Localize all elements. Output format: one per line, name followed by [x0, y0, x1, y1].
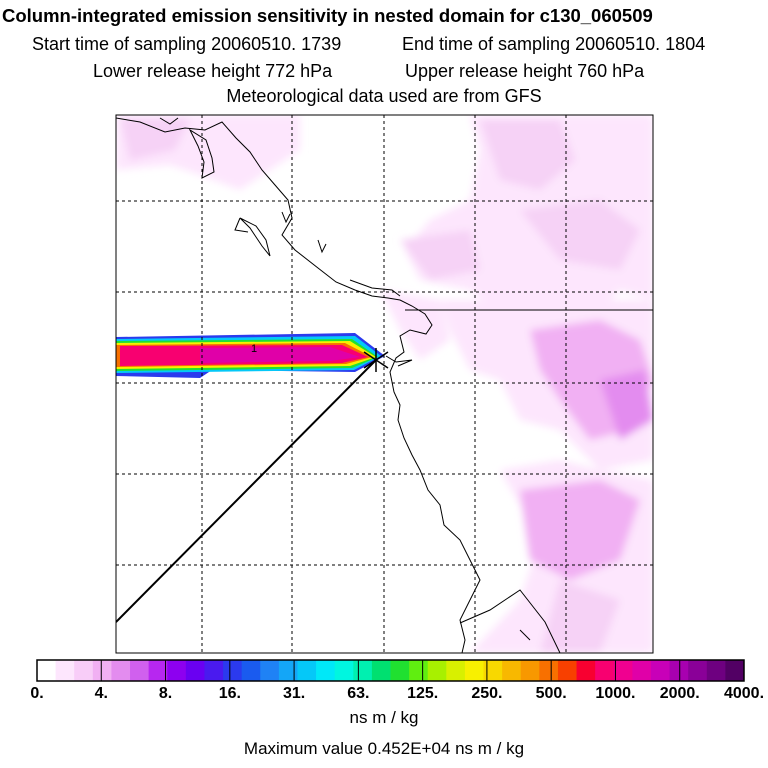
- colorbar-swatch: [539, 660, 559, 681]
- colorbar-swatch: [650, 660, 671, 681]
- colorbar-swatch: [74, 660, 94, 681]
- colorbar-swatch: [204, 660, 224, 681]
- sensitivity-field: [116, 115, 653, 653]
- colorbar-swatch: [185, 660, 205, 681]
- colorbar: 0. 4. 8. 16. 31. 63. 125. 250. 500. 1000. 2000. 400…: [30, 659, 764, 700]
- colorbar-swatch: [371, 660, 391, 681]
- max-value-label: Maximum value 0.452E+04 ns m / kg: [243, 739, 525, 758]
- colorbar-swatch: [446, 660, 466, 681]
- colorbar-swatch: [316, 660, 336, 681]
- upper-release-label: Upper release height 760 hPa: [405, 61, 645, 81]
- colorbar-swatch: [557, 660, 578, 681]
- colorbar-swatch: [167, 660, 187, 681]
- colorbar-swatch: [130, 660, 150, 681]
- colorbar-units: ns m / kg: [349, 708, 419, 727]
- sensitivity-map: 1: [115, 114, 654, 654]
- chart-title: Column-integrated emission sensitivity i…: [2, 5, 653, 26]
- colorbar-swatch: [353, 660, 373, 681]
- colorbar-tick-label: 63.: [347, 685, 369, 700]
- colorbar-swatch: [92, 660, 112, 681]
- end-time-label: End time of sampling 20060510. 1804: [402, 34, 706, 54]
- marker-label: 1: [251, 343, 257, 355]
- colorbar-swatch: [278, 660, 298, 681]
- high-sensitivity-plume: [116, 333, 385, 378]
- colorbar-swatch: [576, 660, 596, 681]
- colorbar-swatch: [55, 660, 75, 681]
- colorbar-swatch: [520, 660, 540, 681]
- start-time-label: Start time of sampling 20060510. 1739: [32, 34, 342, 54]
- colorbar-swatch: [334, 660, 354, 681]
- colorbar-tick-label: 125.: [407, 685, 438, 700]
- colorbar-swatch: [223, 660, 243, 681]
- colorbar-tick-label: 31.: [283, 685, 305, 700]
- colorbar-swatch: [613, 660, 633, 681]
- colorbar-tick-label: 500.: [536, 685, 567, 700]
- met-data-label: Meteorological data used are from GFS: [226, 86, 542, 106]
- colorbar-swatch: [409, 660, 429, 681]
- colorbar-swatch: [502, 660, 522, 681]
- colorbar-swatch: [297, 660, 317, 681]
- colorbar-swatch: [241, 660, 261, 681]
- colorbar-tick-label: 4.: [95, 685, 108, 700]
- colorbar-swatch: [37, 660, 57, 681]
- colorbar-swatch: [390, 660, 410, 681]
- colorbar-swatch: [427, 660, 447, 681]
- colorbar-swatch: [260, 660, 280, 681]
- colorbar-swatch: [464, 660, 485, 681]
- colorbar-tick-label: 4000.: [724, 685, 764, 700]
- colorbar-swatch: [669, 660, 689, 681]
- colorbar-tick-label: 1000.: [595, 685, 635, 700]
- colorbar-swatch: [148, 660, 168, 681]
- colorbar-tick-label: 2000.: [660, 685, 700, 700]
- colorbar-tick-label: 8.: [159, 685, 172, 700]
- coastline: [116, 117, 561, 653]
- colorbar-swatch: [688, 660, 708, 681]
- colorbar-swatch: [111, 660, 131, 681]
- flight-track-line: [116, 359, 377, 623]
- colorbar-swatch: [632, 660, 652, 681]
- colorbar-tick-label: 16.: [219, 685, 241, 700]
- lower-release-label: Lower release height 772 hPa: [93, 61, 333, 81]
- colorbar-swatch: [725, 660, 745, 681]
- colorbar-swatch: [595, 660, 615, 681]
- colorbar-tick-label: 250.: [471, 685, 502, 700]
- colorbar-swatch: [483, 660, 503, 681]
- colorbar-frame: [36, 659, 745, 682]
- release-point-marker: [363, 348, 389, 372]
- colorbar-swatch: [706, 660, 726, 681]
- colorbar-tick-label: 0.: [30, 685, 43, 700]
- map-frame: [115, 114, 654, 654]
